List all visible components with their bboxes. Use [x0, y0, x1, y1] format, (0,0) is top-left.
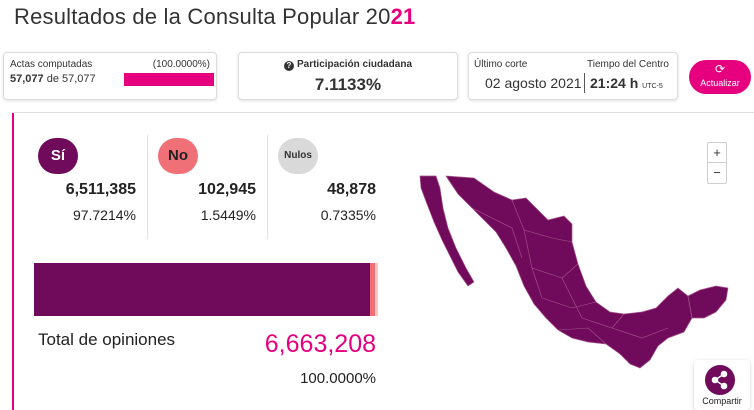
actas-card: Actas computadas (100.0000%) 57,077 de 5…	[3, 52, 217, 100]
actas-percent: (100.0000%)	[152, 59, 210, 70]
total-label: Total de opiniones	[38, 330, 176, 349]
results-stacked-bar	[34, 263, 378, 316]
map-state-border	[557, 327, 607, 345]
map-state-yucatan	[687, 285, 729, 319]
option-divider	[267, 135, 268, 239]
no-votes: 102,945	[198, 181, 256, 198]
panel-accent-line	[12, 113, 14, 410]
stack-segment-no	[370, 263, 376, 316]
zoom-out-button[interactable]: −	[713, 165, 721, 180]
actas-label: Actas computadas	[10, 59, 93, 70]
stack-segment-nulos	[375, 263, 378, 316]
map-state-border	[611, 327, 669, 339]
results-panel	[12, 112, 754, 410]
total-percent: 100.0000%	[300, 370, 376, 387]
mexico-map[interactable]	[412, 168, 730, 380]
page-title: Resultados de la Consulta Popular 2021	[14, 4, 416, 29]
total-value: 6,663,208	[264, 330, 376, 358]
share-icon-circle	[705, 365, 735, 395]
corte-card: Último corte Tiempo del Centro 02 agosto…	[468, 52, 678, 100]
map-state-baja-california	[419, 175, 475, 287]
refresh-button[interactable]: ⟳ Actualizar	[689, 60, 751, 94]
participacion-value: 7.1133%	[314, 75, 382, 94]
share-icon	[711, 370, 728, 390]
actas-count: 57,077 de 57,077	[10, 73, 96, 85]
share-label: Compartir	[702, 396, 742, 406]
map-state-border	[523, 229, 579, 279]
participacion-card: ? Participación ciudadana 7.1133%	[238, 52, 458, 100]
refresh-label: Actualizar	[700, 78, 740, 88]
stack-segment-si	[34, 263, 371, 316]
corte-time: 21:24 h UTC-5	[590, 75, 663, 91]
zoom-in-button[interactable]: +	[708, 143, 726, 163]
corte-divider	[584, 73, 585, 93]
map-state-border	[531, 267, 597, 309]
map-state-border	[511, 199, 573, 243]
map-zoom-controls: + −	[707, 142, 727, 184]
refresh-icon: ⟳	[714, 62, 726, 76]
map-state-border	[561, 277, 625, 329]
nulos-votes: 48,878	[327, 181, 376, 198]
ultimo-corte-label: Último corte	[474, 59, 528, 70]
si-percent: 97.7214%	[72, 207, 136, 223]
actas-progress-bar	[124, 73, 214, 86]
share-button[interactable]: Compartir	[694, 360, 750, 410]
no-badge: No	[158, 138, 198, 174]
si-votes: 6,511,385	[65, 181, 136, 198]
participacion-label: ? Participación ciudadana	[239, 59, 457, 71]
no-percent: 1.5449%	[200, 207, 256, 223]
question-circle-icon[interactable]: ?	[283, 61, 294, 71]
si-badge: Sí	[38, 138, 78, 174]
tiempo-centro-label: Tiempo del Centro	[587, 59, 669, 70]
option-divider	[147, 135, 148, 239]
corte-date: 02 agosto 2021	[485, 75, 582, 91]
nulos-badge: Nulos	[278, 138, 318, 174]
map-state-border	[471, 207, 523, 259]
nulos-percent: 0.7335%	[320, 207, 376, 223]
